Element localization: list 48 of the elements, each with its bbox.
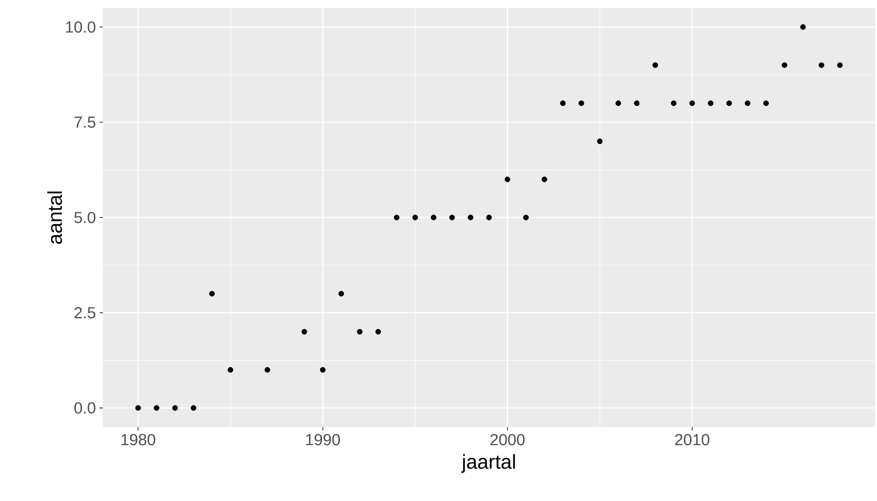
point (597, 138, 603, 144)
point (689, 100, 695, 106)
point (615, 100, 622, 106)
x-tick-label: 1990 (306, 434, 340, 446)
point (135, 405, 141, 411)
y-tick-label: 5.0 (74, 212, 96, 224)
point (394, 214, 400, 220)
point (356, 328, 363, 335)
point (800, 24, 806, 30)
x-axis-title: jaartal (461, 454, 515, 473)
x-tick-label: 2010 (675, 434, 710, 446)
point (430, 214, 436, 220)
point (652, 62, 658, 68)
point (338, 290, 344, 296)
point (744, 100, 750, 106)
point (837, 62, 843, 68)
point (486, 214, 492, 220)
y-axis-title: aantal (47, 192, 62, 244)
point (172, 405, 178, 411)
y-tick-label: 2.5 (74, 307, 96, 318)
point (154, 405, 160, 411)
point (320, 367, 326, 373)
point (818, 62, 824, 68)
point (726, 100, 732, 106)
point (560, 100, 566, 106)
point (782, 62, 788, 68)
point (228, 367, 234, 373)
x-tick-label: 1980 (122, 434, 156, 446)
point (190, 405, 196, 411)
point (634, 100, 640, 106)
y-tick-label: 7.5 (74, 116, 96, 128)
point (412, 214, 418, 220)
point (670, 100, 676, 106)
point (708, 100, 714, 106)
point (468, 214, 474, 220)
x-tick-label: 2000 (490, 434, 525, 446)
point (375, 328, 381, 335)
point (763, 100, 769, 106)
point (264, 367, 270, 373)
point (449, 214, 455, 220)
point (523, 214, 529, 220)
point (504, 176, 510, 182)
point (542, 176, 548, 182)
point (302, 328, 308, 335)
y-tick-label: 10.0 (66, 21, 96, 33)
y-tick-label: 0.0 (74, 402, 96, 414)
point (209, 290, 215, 296)
point (578, 100, 584, 106)
